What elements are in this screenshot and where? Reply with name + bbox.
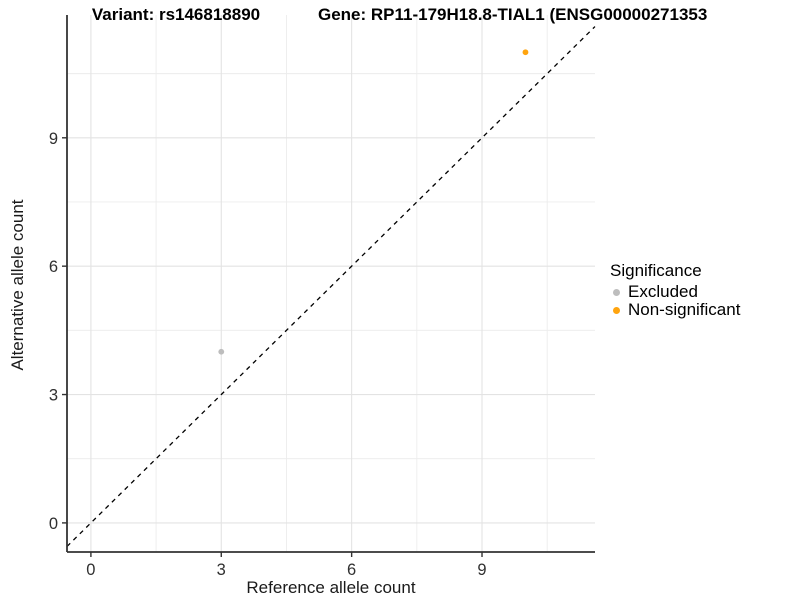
x-axis-label: Reference allele count: [246, 578, 416, 597]
identity-line: [66, 26, 596, 547]
legend-swatch-dot: [613, 306, 620, 314]
x-tick-label: 0: [86, 561, 95, 579]
x-tick-label: 9: [477, 561, 486, 579]
y-tick-label: 6: [49, 258, 58, 276]
legend-label: Excluded: [628, 282, 698, 301]
data-point-non-significant: [522, 49, 529, 56]
legend-label: Non-significant: [628, 300, 741, 319]
y-axis-label: Alternative allele count: [8, 199, 27, 371]
legend-item: Excluded: [610, 282, 740, 301]
legend-items: Excluded Non-significant: [610, 282, 741, 319]
legend-item: Non-significant: [610, 300, 741, 319]
legend: Significance Excluded Non-significant: [610, 261, 740, 319]
legend-title: Significance: [610, 261, 702, 280]
y-tick-label: 3: [49, 387, 58, 405]
plot-title-gene: Gene: RP11-179H18.8-TIAL1 (ENSG000002713…: [318, 5, 708, 24]
data-point-excluded: [218, 348, 225, 355]
x-tick-label: 3: [217, 561, 226, 579]
x-tick-label: 6: [347, 561, 356, 579]
y-tick-label: 9: [49, 130, 58, 148]
plot-title-variant: Variant: rs146818890: [91, 5, 261, 24]
y-tick-label: 0: [49, 515, 58, 533]
legend-swatch-dot: [613, 288, 620, 296]
